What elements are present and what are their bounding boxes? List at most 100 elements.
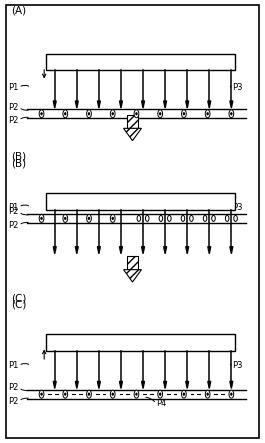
- Text: P3: P3: [232, 361, 243, 370]
- Polygon shape: [98, 247, 100, 254]
- Circle shape: [110, 390, 115, 398]
- Circle shape: [167, 215, 171, 222]
- Circle shape: [39, 214, 44, 222]
- Polygon shape: [98, 381, 100, 389]
- Circle shape: [89, 393, 90, 395]
- Text: (B): (B): [11, 158, 26, 168]
- Circle shape: [136, 113, 137, 115]
- Circle shape: [89, 218, 90, 219]
- Circle shape: [181, 215, 185, 222]
- Circle shape: [229, 390, 234, 398]
- Circle shape: [182, 110, 186, 118]
- Polygon shape: [75, 101, 78, 108]
- Polygon shape: [186, 101, 189, 108]
- Polygon shape: [230, 101, 233, 108]
- Polygon shape: [142, 381, 144, 389]
- Polygon shape: [164, 247, 167, 254]
- Text: P1: P1: [8, 83, 19, 92]
- Text: (C): (C): [11, 299, 26, 310]
- Circle shape: [136, 393, 137, 395]
- Circle shape: [39, 110, 44, 118]
- Circle shape: [110, 214, 115, 222]
- Polygon shape: [186, 381, 189, 389]
- Polygon shape: [120, 101, 122, 108]
- Circle shape: [87, 110, 91, 118]
- Bar: [46, 54, 235, 70]
- Circle shape: [41, 113, 42, 115]
- Text: P1: P1: [8, 361, 19, 370]
- Circle shape: [63, 110, 68, 118]
- Circle shape: [207, 113, 208, 115]
- Circle shape: [212, 215, 215, 222]
- Circle shape: [65, 113, 66, 115]
- Circle shape: [112, 393, 113, 395]
- Circle shape: [134, 390, 139, 398]
- Circle shape: [231, 393, 232, 395]
- Circle shape: [87, 214, 91, 222]
- Text: P2: P2: [8, 383, 19, 392]
- Polygon shape: [208, 381, 211, 389]
- Circle shape: [229, 110, 234, 118]
- Polygon shape: [53, 101, 56, 108]
- Circle shape: [65, 393, 66, 395]
- Circle shape: [205, 110, 210, 118]
- Polygon shape: [164, 381, 167, 389]
- Bar: [46, 334, 235, 351]
- Circle shape: [159, 215, 163, 222]
- Circle shape: [158, 110, 162, 118]
- Circle shape: [134, 110, 139, 118]
- Circle shape: [41, 393, 42, 395]
- Circle shape: [63, 390, 68, 398]
- Circle shape: [160, 393, 161, 395]
- Bar: [46, 193, 235, 210]
- Polygon shape: [53, 247, 56, 254]
- Circle shape: [203, 215, 207, 222]
- Polygon shape: [142, 247, 144, 254]
- Circle shape: [41, 218, 42, 219]
- Bar: [127, 115, 138, 128]
- Circle shape: [190, 215, 193, 222]
- Text: P2: P2: [8, 116, 19, 125]
- Circle shape: [110, 110, 115, 118]
- Text: P2: P2: [8, 397, 19, 406]
- Circle shape: [63, 214, 68, 222]
- Polygon shape: [208, 247, 211, 254]
- Text: P3: P3: [232, 83, 243, 92]
- Circle shape: [112, 113, 113, 115]
- Circle shape: [112, 218, 113, 219]
- Text: P2: P2: [8, 221, 19, 230]
- Text: (C): (C): [11, 293, 26, 303]
- Circle shape: [225, 215, 229, 222]
- Circle shape: [160, 113, 161, 115]
- Polygon shape: [53, 381, 56, 389]
- Circle shape: [158, 390, 162, 398]
- Polygon shape: [230, 247, 233, 254]
- Polygon shape: [98, 101, 100, 108]
- Polygon shape: [142, 101, 144, 108]
- Polygon shape: [164, 101, 167, 108]
- Circle shape: [145, 215, 149, 222]
- Polygon shape: [123, 270, 142, 282]
- Bar: [127, 256, 138, 270]
- Text: P2: P2: [8, 207, 19, 216]
- Circle shape: [39, 390, 44, 398]
- Text: (A): (A): [11, 5, 26, 15]
- Circle shape: [183, 113, 184, 115]
- Circle shape: [89, 113, 90, 115]
- Polygon shape: [120, 247, 122, 254]
- Circle shape: [182, 390, 186, 398]
- Circle shape: [87, 390, 91, 398]
- Circle shape: [207, 393, 208, 395]
- Circle shape: [234, 215, 237, 222]
- Circle shape: [231, 113, 232, 115]
- Circle shape: [65, 218, 66, 219]
- Text: P1: P1: [8, 203, 19, 212]
- Circle shape: [183, 393, 184, 395]
- Polygon shape: [120, 381, 122, 389]
- Polygon shape: [230, 381, 233, 389]
- Circle shape: [205, 390, 210, 398]
- Text: (B): (B): [11, 152, 26, 161]
- Polygon shape: [186, 247, 189, 254]
- Polygon shape: [123, 128, 142, 141]
- Circle shape: [137, 215, 141, 222]
